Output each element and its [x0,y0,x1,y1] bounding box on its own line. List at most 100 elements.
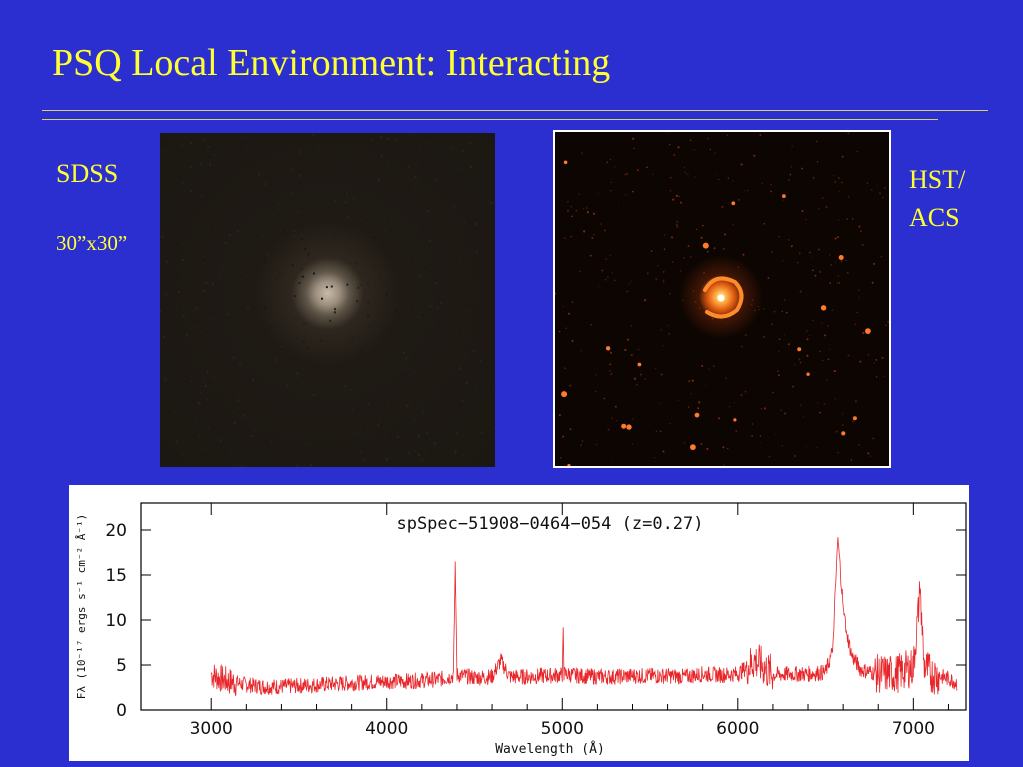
background-star [821,197,822,199]
noise-pixel [329,319,332,322]
sdss-galaxy-image [160,133,495,467]
noise-pixel [481,173,484,176]
noise-pixel [429,252,432,255]
noise-pixel [172,352,175,355]
noise-pixel [203,377,205,380]
noise-pixel [298,282,301,284]
noise-pixel [407,452,410,455]
background-star [780,409,783,412]
noise-pixel [240,272,243,275]
background-star [770,190,773,193]
background-star [771,251,773,253]
noise-pixel [298,151,301,153]
noise-pixel [441,232,444,235]
noise-pixel [472,399,475,402]
noise-pixel [161,235,164,238]
noise-pixel [221,398,224,401]
background-star [702,224,704,227]
background-star [850,459,853,461]
noise-pixel [247,144,250,147]
y-tick-label: 10 [105,611,127,631]
background-star [709,148,711,151]
noise-pixel [318,143,321,146]
background-star [626,172,629,175]
noise-pixel [396,435,399,438]
background-star [662,345,664,347]
hst-image-layer [555,132,889,466]
noise-pixel [460,168,463,171]
background-star [716,174,718,176]
background-star [744,334,747,337]
noise-pixel [325,286,328,289]
background-star [818,208,820,210]
noise-pixel [461,454,464,457]
noise-pixel [195,418,197,420]
background-star [637,169,639,172]
background-star [876,184,878,186]
noise-pixel [213,154,216,157]
noise-pixel [461,399,464,402]
noise-pixel [198,434,201,436]
noise-pixel [322,410,325,413]
background-star [841,424,844,427]
background-star [836,236,839,239]
background-star [724,233,727,236]
noise-pixel [470,165,473,168]
noise-pixel [199,391,202,394]
noise-pixel [417,453,420,456]
noise-pixel [267,135,270,138]
noise-pixel [300,268,303,271]
noise-pixel [400,431,403,434]
background-star [723,248,725,250]
noise-pixel [197,305,199,308]
background-star [821,322,823,324]
noise-pixel [305,418,308,421]
background-star [866,182,869,185]
background-star [842,413,844,415]
noise-pixel [190,375,193,378]
noise-pixel [386,421,389,424]
background-star [706,447,709,450]
background-star [722,446,725,449]
noise-pixel [206,281,209,284]
noise-pixel [419,389,422,392]
x-tick-label: 4000 [365,719,408,739]
noise-pixel [385,293,388,296]
noise-pixel [433,442,436,445]
noise-pixel [425,431,428,434]
noise-pixel [293,234,296,237]
noise-pixel [337,159,340,162]
background-star [840,260,843,262]
background-star [831,309,834,312]
noise-pixel [338,173,341,176]
noise-pixel [310,198,313,201]
noise-pixel [356,340,358,343]
background-star [630,280,632,282]
background-star [660,430,662,433]
noise-pixel [488,359,491,362]
noise-pixel [461,150,464,153]
background-star [705,385,707,387]
noise-pixel [346,283,349,286]
background-star [707,368,710,370]
background-star [673,153,676,156]
background-star [817,402,819,404]
noise-pixel [193,162,196,165]
background-star [806,354,809,357]
noise-pixel [241,135,244,138]
noise-pixel [168,435,171,438]
noise-pixel [465,286,468,289]
noise-pixel [253,293,256,296]
noise-pixel [307,254,309,257]
noise-pixel [217,202,220,204]
background-star [687,173,689,176]
background-star [837,177,840,179]
background-star [784,299,786,301]
background-star [847,196,850,198]
noise-pixel [380,136,383,139]
spectrum-chart-panel: 0 5 10 15 20 3000 4000 5000 6000 7000 spSpec−519… [69,485,969,761]
background-star [837,275,840,278]
noise-pixel [439,369,442,372]
noise-pixel [402,351,405,354]
noise-pixel [422,410,424,413]
